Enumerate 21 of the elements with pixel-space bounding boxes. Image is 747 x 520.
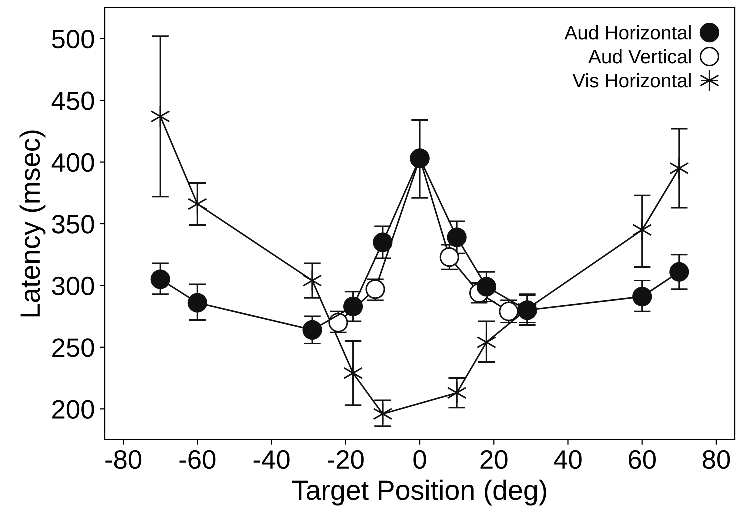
x-axis-title: Target Position (deg) bbox=[292, 480, 546, 506]
y-tick-label: 250 bbox=[52, 338, 94, 358]
x-tick-label: 80 bbox=[702, 450, 730, 470]
x-tick-label: 0 bbox=[414, 450, 426, 470]
legend-label: Aud Vertical bbox=[588, 49, 691, 64]
y-tick-label: 400 bbox=[52, 153, 94, 172]
x-tick-label: -20 bbox=[328, 450, 364, 470]
y-tick-label: 350 bbox=[52, 215, 94, 234]
x-tick-label: 40 bbox=[554, 450, 582, 470]
legend-label: Vis Horizontal bbox=[572, 73, 691, 88]
x-tick-label: -60 bbox=[180, 450, 216, 470]
y-tick-label: 300 bbox=[52, 276, 94, 296]
legend-label: Aud Horizontal bbox=[564, 26, 691, 40]
y-axis-title: Latency (msec) bbox=[20, 130, 46, 317]
x-tick-label: -80 bbox=[106, 450, 142, 470]
x-tick-label: 60 bbox=[629, 450, 656, 470]
y-tick-label: 450 bbox=[52, 92, 94, 110]
y-tick-label: 200 bbox=[52, 400, 94, 419]
x-tick-label: 20 bbox=[480, 450, 508, 470]
x-tick-label: -40 bbox=[254, 450, 290, 470]
y-tick-label: 500 bbox=[52, 30, 94, 49]
